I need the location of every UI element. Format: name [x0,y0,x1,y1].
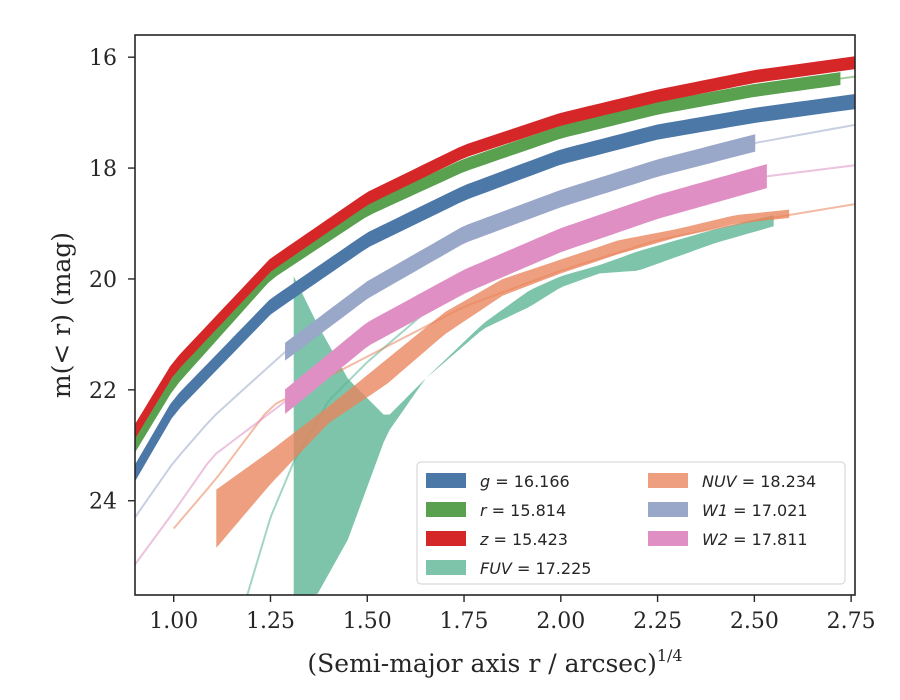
legend-item-z: z = 15.423 [426,530,568,549]
legend-item-w1: W1 = 17.021 [648,501,808,520]
legend-label-g: g = 16.166 [480,472,570,491]
x-tick-label: 1.50 [343,609,392,634]
legend-label-w2: W2 = 17.811 [702,530,808,549]
x-tick-label: 2.50 [730,609,779,634]
series-g-band [135,93,855,482]
legend-swatch-r [426,502,466,517]
series-w2-band [285,164,767,414]
x-tick-label: 2.75 [827,609,876,634]
x-axis: 1.00 1.25 1.50 1.75 2.00 2.25 2.50 2.75 [149,595,876,634]
x-tick-label: 1.25 [246,609,295,634]
plot-area [135,56,855,595]
x-tick-label: 2.00 [536,609,585,634]
legend: g = 16.166 r = 15.814 z = 15.423 FUV = 17.2… [416,461,846,585]
y-tick-label: 16 [89,46,117,71]
series-z-band [135,56,855,439]
x-axis-title: (Semi-major axis r / arcsec)1/4 [307,646,682,678]
axes-frame [134,34,856,596]
y-tick-label: 20 [89,268,117,293]
legend-label-r: r = 15.814 [480,501,566,520]
legend-item-g: g = 16.166 [426,472,570,491]
series-z [135,56,855,439]
legend-swatch-g [426,473,466,488]
legend-swatch-z [426,531,466,546]
legend-item-nuv: NUV = 18.234 [648,472,816,491]
series-w2 [135,164,855,566]
series-w1 [135,123,855,518]
legend-swatch-nuv [648,473,688,488]
legend-swatch-fuv [426,560,466,575]
series-fuv-band [293,215,774,595]
legend-item-w2: W2 = 17.811 [648,530,808,549]
legend-label-z: z = 15.423 [479,530,568,549]
legend-label-w1: W1 = 17.021 [702,501,808,520]
y-tick-label: 18 [89,157,117,182]
legend-swatch-w1 [648,502,688,517]
legend-item-r: r = 15.814 [426,501,566,520]
x-tick-label: 1.75 [440,609,489,634]
series-w1-band [285,134,756,361]
legend-frame [416,461,846,585]
y-axis: 16 18 20 22 24 [89,46,135,515]
series-g [135,93,855,482]
legend-label-fuv: FUV = 17.225 [480,559,591,578]
y-tick-label: 22 [89,379,117,404]
legend-swatch-w2 [648,531,688,546]
legend-label-nuv: NUV = 18.234 [702,472,816,491]
x-tick-label: 1.00 [149,609,198,634]
series-fuv [246,215,774,595]
y-axis-title: m(< r) (mag) [47,232,76,398]
x-tick-label: 2.25 [633,609,682,634]
y-tick-label: 24 [89,490,117,515]
legend-item-fuv: FUV = 17.225 [426,559,591,578]
